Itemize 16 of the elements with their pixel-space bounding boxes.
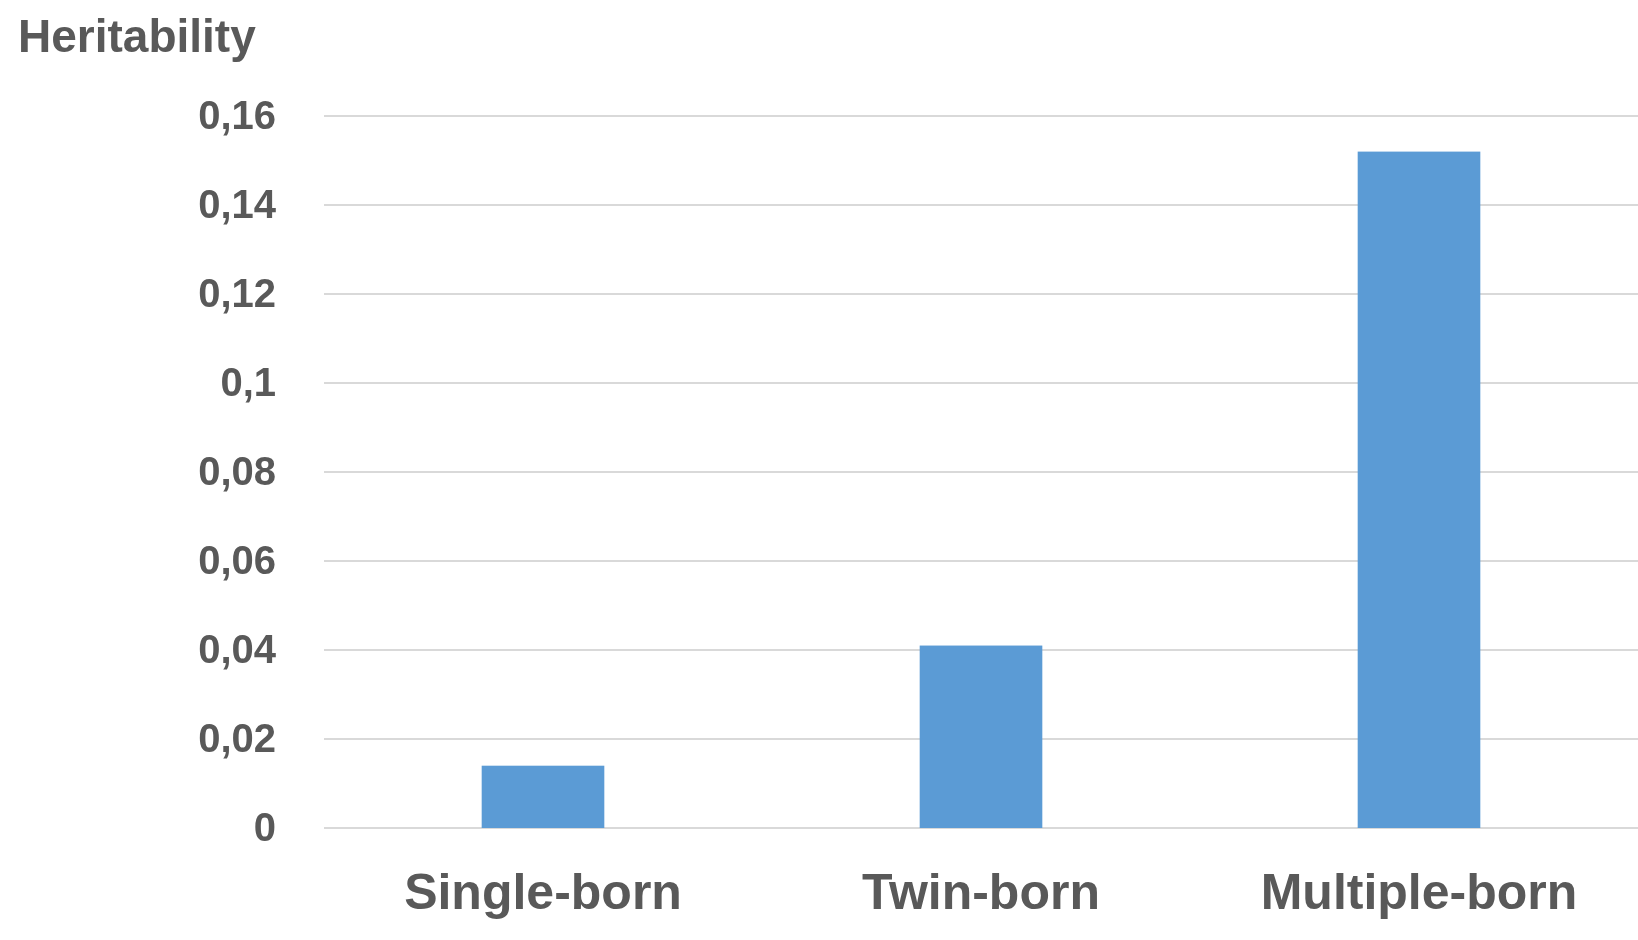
y-tick-label: 0,06 — [198, 538, 276, 583]
bar — [919, 645, 1043, 828]
y-axis-title: Heritability — [18, 10, 257, 62]
x-tick-label: Twin-born — [862, 863, 1100, 920]
y-tick-label: 0,12 — [198, 271, 276, 316]
x-tick-label: Multiple-born — [1260, 863, 1578, 920]
x-tick-label: Single-born — [404, 863, 682, 920]
y-tick-label: 0,08 — [198, 449, 276, 494]
y-tick-label: 0,04 — [198, 627, 277, 672]
y-tick-label: 0,14 — [198, 182, 277, 227]
bar — [1357, 151, 1481, 828]
y-tick-label: 0 — [253, 805, 276, 850]
y-tick-label: 0,1 — [220, 360, 276, 405]
y-tick-label: 0,16 — [198, 93, 276, 138]
bar — [481, 765, 605, 828]
y-tick-label: 0,02 — [198, 716, 276, 761]
